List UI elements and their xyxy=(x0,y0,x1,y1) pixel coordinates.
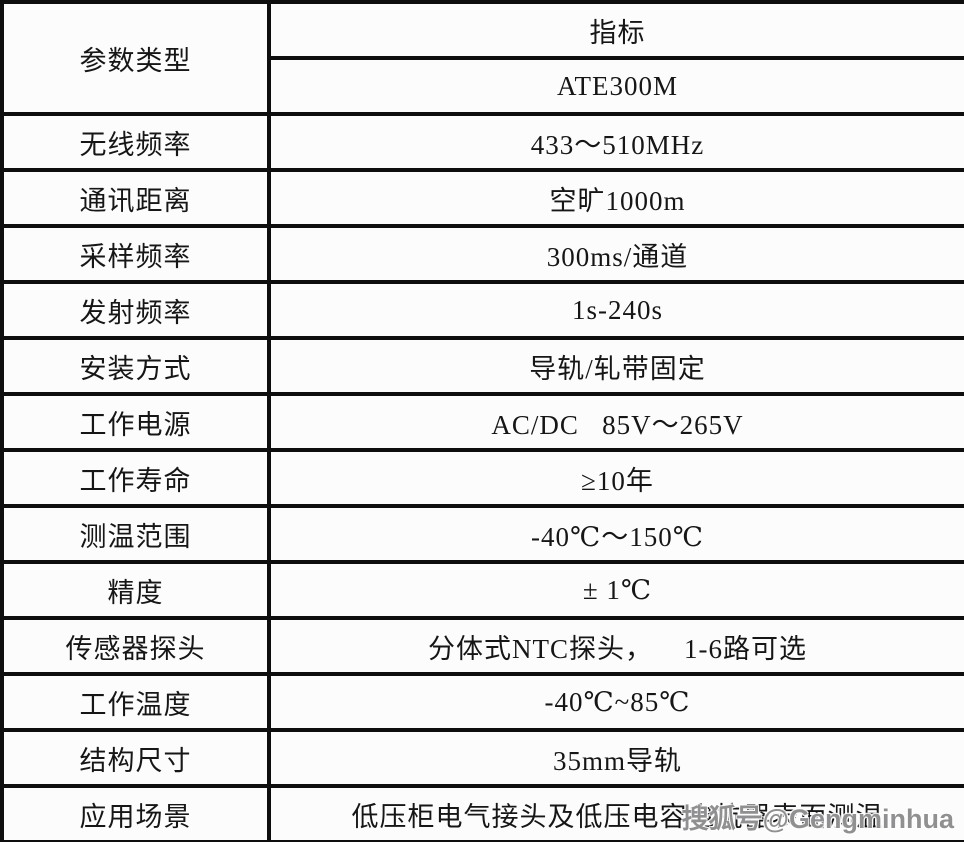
header-param-type: 参数类型 xyxy=(0,0,271,116)
row-value: ≥10年 xyxy=(267,448,964,508)
header-indicator: 指标 xyxy=(267,0,964,60)
row-value: -40℃～150℃ xyxy=(267,504,964,564)
row-label: 精度 xyxy=(0,560,271,620)
row-label: 无线频率 xyxy=(0,112,271,172)
table-row: 工作电源 AC/DC 85V～265V xyxy=(0,392,964,452)
row-label: 工作温度 xyxy=(0,672,271,732)
row-value: 空旷1000m xyxy=(267,168,964,228)
header-model: ATE300M xyxy=(267,56,964,116)
row-label: 工作寿命 xyxy=(0,448,271,508)
row-value: 分体式NTC探头， 1-6路可选 xyxy=(267,616,964,676)
row-value: -40℃~85℃ xyxy=(267,672,964,732)
row-label: 应用场景 xyxy=(0,784,271,842)
row-label: 安装方式 xyxy=(0,336,271,396)
row-value: 低压柜电气接头及低压电容电抗器表面测温 xyxy=(267,784,964,842)
row-label: 发射频率 xyxy=(0,280,271,340)
row-value: ± 1℃ xyxy=(267,560,964,620)
table-row: 采样频率 300ms/通道 xyxy=(0,224,964,284)
table-row: 传感器探头 分体式NTC探头， 1-6路可选 xyxy=(0,616,964,676)
table-row: 工作温度 -40℃~85℃ xyxy=(0,672,964,732)
table-row: 测温范围 -40℃～150℃ xyxy=(0,504,964,564)
row-value: 300ms/通道 xyxy=(267,224,964,284)
table-row: 应用场景 低压柜电气接头及低压电容电抗器表面测温 xyxy=(0,784,964,842)
row-value: 导轨/轧带固定 xyxy=(267,336,964,396)
row-label: 工作电源 xyxy=(0,392,271,452)
row-value: 35mm导轨 xyxy=(267,728,964,788)
row-label: 测温范围 xyxy=(0,504,271,564)
table-row: 结构尺寸 35mm导轨 xyxy=(0,728,964,788)
table-row: 精度 ± 1℃ xyxy=(0,560,964,620)
row-label: 采样频率 xyxy=(0,224,271,284)
row-value: AC/DC 85V～265V xyxy=(267,392,964,452)
row-value: 433～510MHz xyxy=(267,112,964,172)
table-row: 通讯距离 空旷1000m xyxy=(0,168,964,228)
table-row: 发射频率 1s-240s xyxy=(0,280,964,340)
row-value: 1s-240s xyxy=(267,280,964,340)
table-row: 工作寿命 ≥10年 xyxy=(0,448,964,508)
row-label: 结构尺寸 xyxy=(0,728,271,788)
row-label: 通讯距离 xyxy=(0,168,271,228)
table-row: 安装方式 导轨/轧带固定 xyxy=(0,336,964,396)
table-row: 无线频率 433～510MHz xyxy=(0,112,964,172)
row-label: 传感器探头 xyxy=(0,616,271,676)
